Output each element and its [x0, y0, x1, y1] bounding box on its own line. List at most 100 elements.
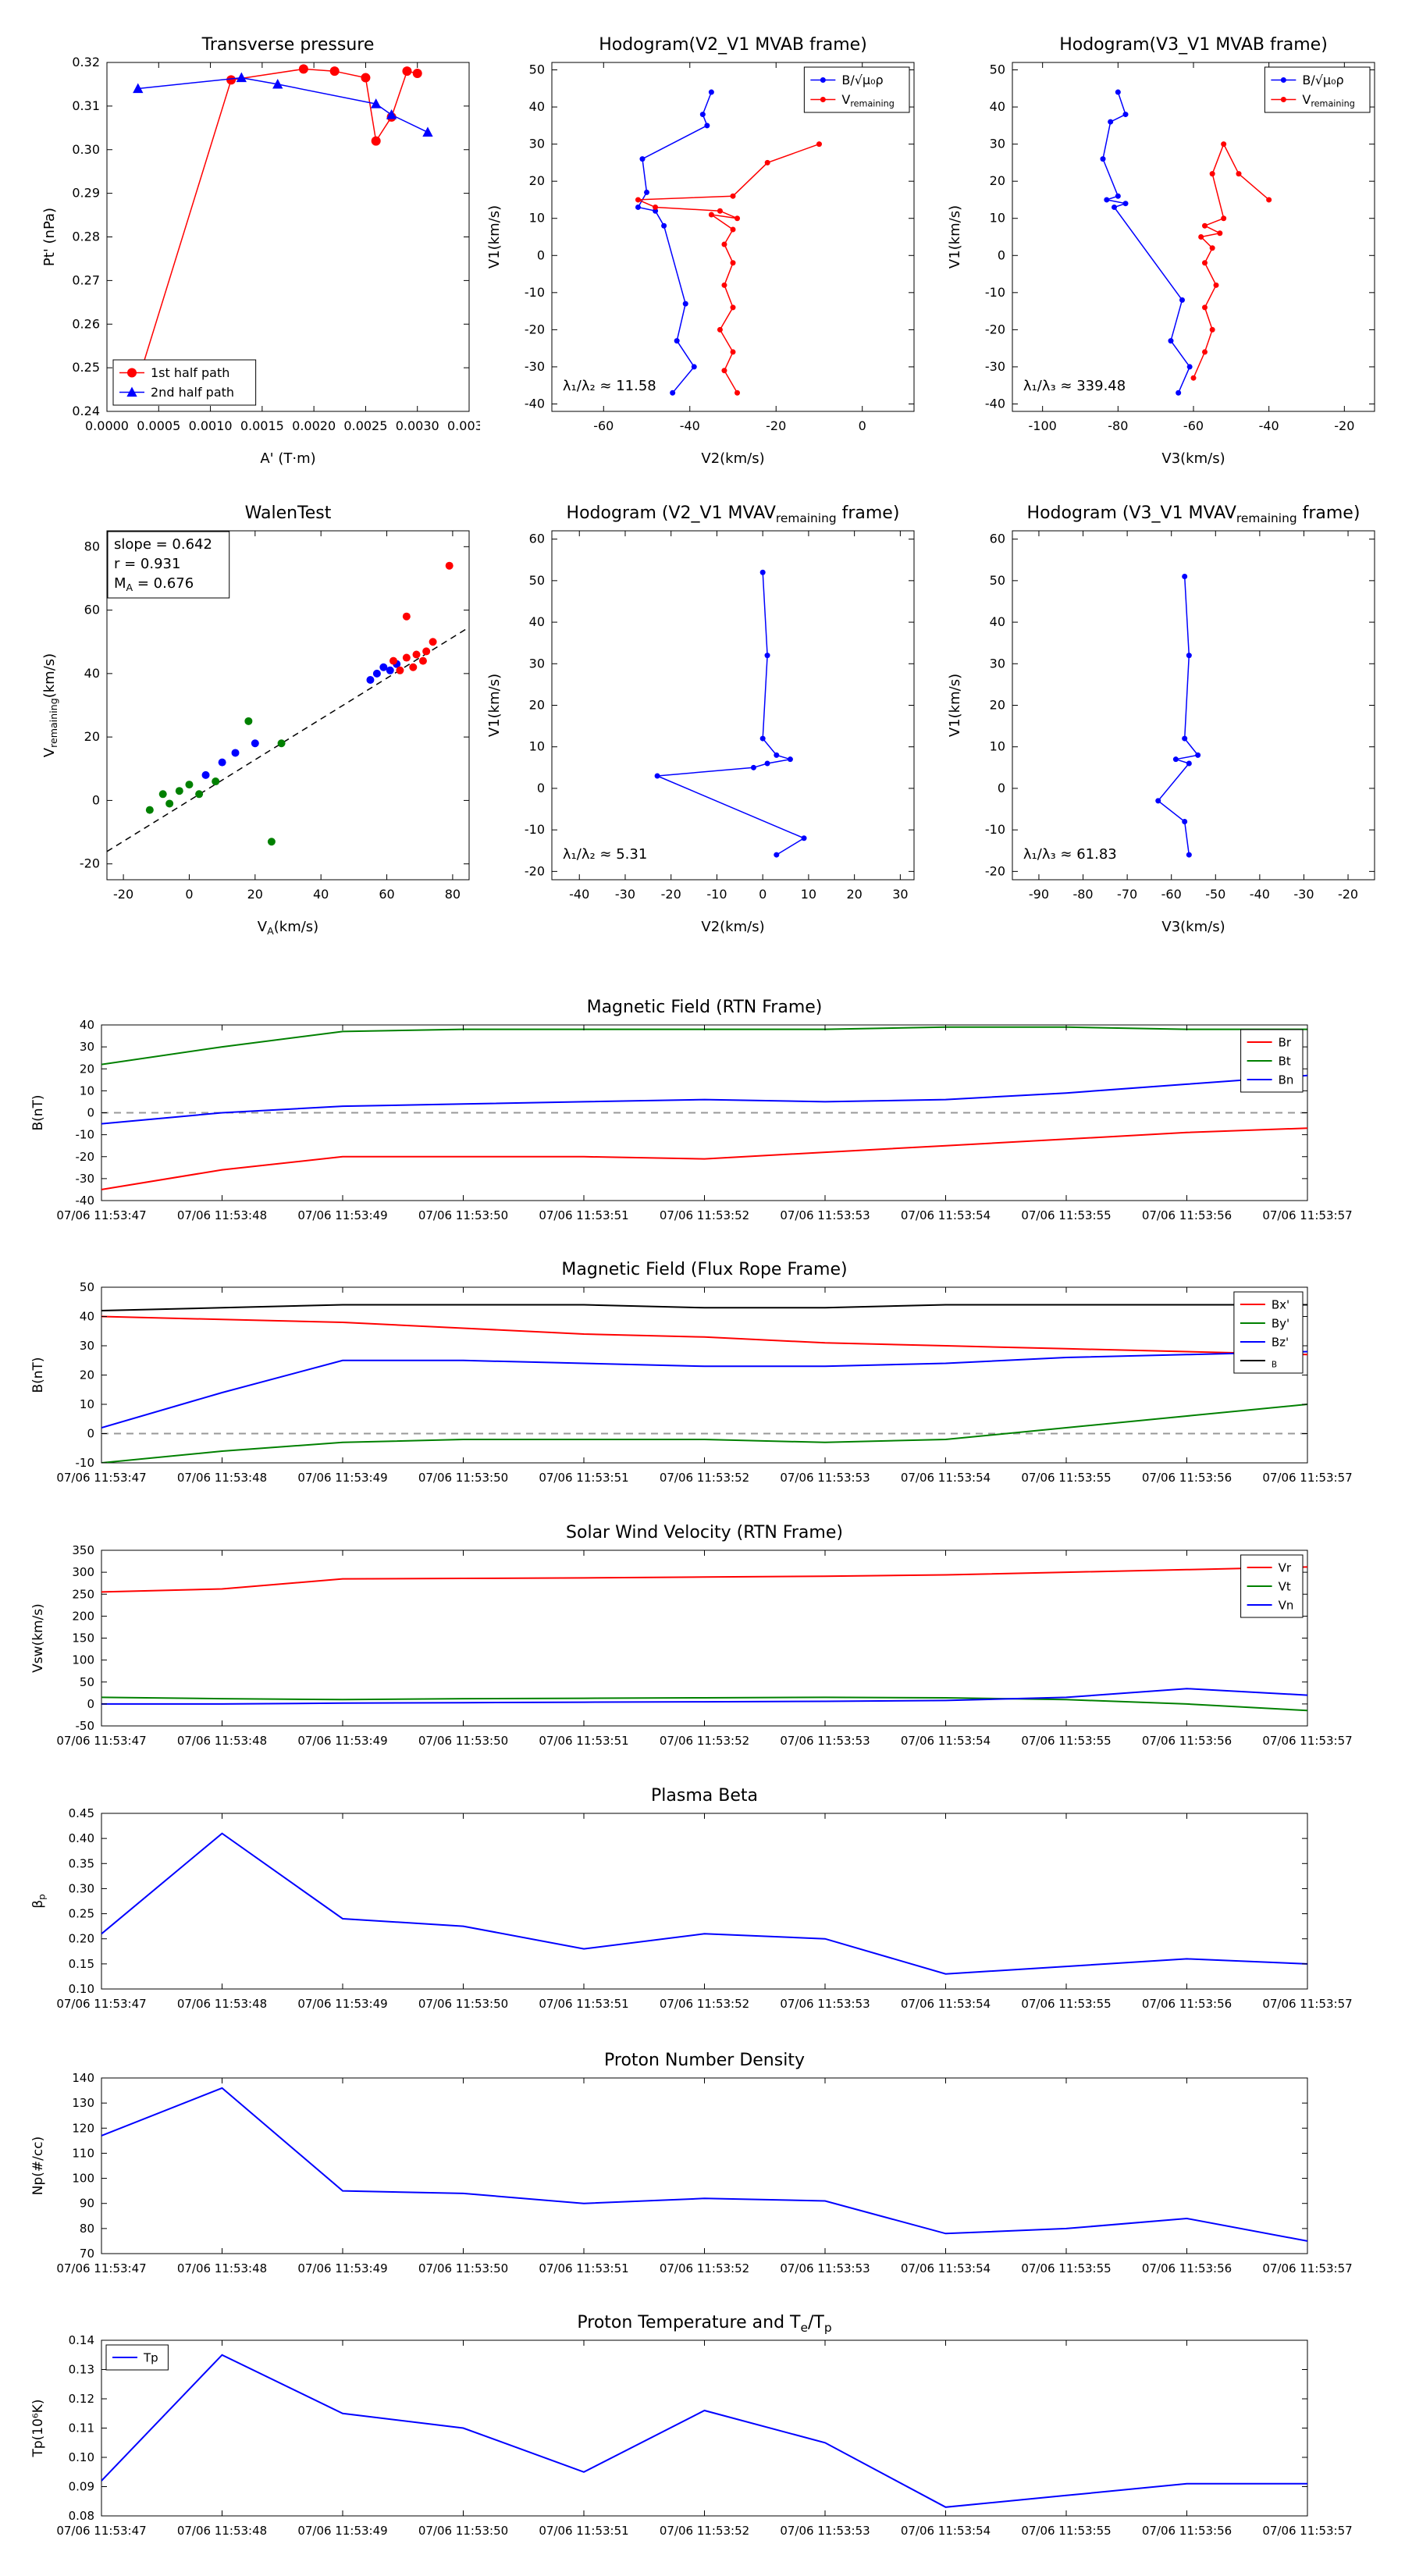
plot-area-p6 — [1155, 574, 1201, 858]
svg-text:07/06 11:53:52: 07/06 11:53:52 — [660, 1471, 749, 1485]
svg-text:-40: -40 — [985, 396, 1005, 411]
svg-text:07/06 11:53:53: 07/06 11:53:53 — [780, 1734, 870, 1748]
svg-text:Plasma Beta: Plasma Beta — [651, 1786, 758, 1806]
svg-text:-20: -20 — [766, 418, 786, 433]
panel-transverse-pressure: 0.0000 0.0005 0.0010 0.0015 0.0020 0.0025 0.00… — [35, 20, 491, 475]
svg-text:0.13: 0.13 — [69, 2363, 94, 2377]
legend-p1: 1st half path 2nd half path — [112, 359, 257, 406]
svg-text:0.32: 0.32 — [72, 55, 100, 69]
svg-text:-10: -10 — [525, 822, 545, 837]
svg-text:Hodogram(V2_V1 MVAB frame): Hodogram(V2_V1 MVAB frame) — [599, 35, 867, 55]
svg-text:10: 10 — [529, 739, 545, 754]
panel-proton-temperature: 07/06 11:53:47 07/06 11:53:48 07/06 11:53:… — [23, 2301, 1358, 2562]
svg-text:-40: -40 — [569, 887, 589, 902]
svg-text:-80: -80 — [1072, 887, 1093, 902]
svg-text:07/06 11:53:47: 07/06 11:53:47 — [56, 2524, 146, 2538]
svg-text:-20: -20 — [985, 322, 1005, 336]
svg-text:60: 60 — [529, 532, 545, 546]
chart-p6: -90 -80 -70 -60 -50 -40 -30 -20 -20 -10 0 10 20 30 40 5… — [947, 503, 1375, 935]
svg-text:0.28: 0.28 — [72, 229, 100, 244]
svg-text:-10: -10 — [525, 285, 545, 300]
svg-text:60: 60 — [990, 532, 1005, 546]
svg-text:-10: -10 — [76, 1456, 95, 1470]
svg-text:Br: Br — [1279, 1035, 1292, 1049]
svg-text:07/06 11:53:50: 07/06 11:53:50 — [418, 1208, 508, 1222]
svg-text:1st half path: 1st half path — [151, 365, 229, 380]
svg-text:0.45: 0.45 — [69, 1806, 94, 1820]
svg-text:50: 50 — [529, 62, 545, 77]
svg-text:50: 50 — [80, 1280, 94, 1294]
svg-text:0.40: 0.40 — [69, 1831, 94, 1845]
svg-text:V1(km/s): V1(km/s) — [486, 674, 503, 737]
svg-text:-20: -20 — [76, 1150, 95, 1164]
svg-text:07/06 11:53:55: 07/06 11:53:55 — [1021, 1208, 1111, 1222]
svg-text:Vremaining(km/s): Vremaining(km/s) — [41, 653, 59, 757]
svg-text:07/06 11:53:48: 07/06 11:53:48 — [177, 2524, 267, 2538]
svg-text:-20: -20 — [985, 863, 1005, 878]
svg-text:07/06 11:53:56: 07/06 11:53:56 — [1142, 2524, 1232, 2538]
svg-text:0: 0 — [759, 887, 767, 902]
svg-text:07/06 11:53:53: 07/06 11:53:53 — [780, 1208, 870, 1222]
svg-text:07/06 11:53:54: 07/06 11:53:54 — [901, 1471, 991, 1485]
svg-text:-40: -40 — [680, 418, 700, 433]
panel-proton-density: 07/06 11:53:47 07/06 11:53:48 07/06 11:53:… — [23, 2039, 1358, 2300]
svg-text:30: 30 — [529, 656, 545, 671]
svg-text:0.0010: 0.0010 — [189, 418, 233, 433]
svg-text:0.10: 0.10 — [69, 2450, 94, 2464]
svg-text:40: 40 — [313, 887, 329, 902]
svg-text:Vt: Vt — [1279, 1579, 1291, 1593]
plot-area-p4 — [107, 561, 469, 852]
svg-text:Magnetic Field (RTN Frame): Magnetic Field (RTN Frame) — [587, 998, 823, 1017]
svg-text:MA = 0.676: MA = 0.676 — [114, 575, 194, 593]
svg-text:Vr: Vr — [1279, 1560, 1292, 1574]
svg-text:-20: -20 — [525, 322, 545, 336]
svg-text:40: 40 — [529, 99, 545, 114]
svg-text:-100: -100 — [1029, 418, 1057, 433]
svg-text:0.25: 0.25 — [69, 1907, 94, 1921]
svg-text:Magnetic Field (Flux Rope Fram: Magnetic Field (Flux Rope Frame) — [561, 1260, 847, 1279]
svg-text:Np(#/cc): Np(#/cc) — [30, 2137, 46, 2195]
svg-text:V1(km/s): V1(km/s) — [947, 205, 963, 269]
svg-text:07/06 11:53:55: 07/06 11:53:55 — [1021, 1734, 1111, 1748]
svg-text:20: 20 — [846, 887, 862, 902]
panel-hodogram-v2v1-mvav: -40 -30 -20 -10 0 10 20 30 -20 -10 0 10 20 30 40 50 60 Ho… — [480, 488, 925, 944]
svg-text:20: 20 — [80, 1062, 94, 1076]
svg-text:-20: -20 — [80, 856, 100, 871]
svg-text:07/06 11:53:52: 07/06 11:53:52 — [660, 1997, 749, 2011]
svg-text:0.0000: 0.0000 — [85, 418, 129, 433]
svg-text:07/06 11:53:52: 07/06 11:53:52 — [660, 1208, 749, 1222]
svg-text:V3(km/s): V3(km/s) — [1161, 450, 1225, 467]
svg-text:0.0030: 0.0030 — [396, 418, 439, 433]
svg-text:60: 60 — [84, 603, 100, 617]
svg-text:slope = 0.642: slope = 0.642 — [114, 536, 212, 553]
svg-text:20: 20 — [529, 173, 545, 188]
svg-text:150: 150 — [72, 1631, 94, 1646]
svg-text:0.30: 0.30 — [72, 142, 100, 157]
svg-text:-10: -10 — [706, 887, 727, 902]
svg-text:70: 70 — [80, 2247, 94, 2261]
svg-text:80: 80 — [445, 887, 461, 902]
panel-hodogram-v2v1-mvab: -60 -40 -20 0 -40 -30 -20 -10 0 10 20 30 40 50 Hodogra… — [480, 20, 925, 475]
svg-text:0.31: 0.31 — [72, 98, 100, 113]
svg-text:-30: -30 — [525, 359, 545, 374]
plot-area-p1 — [133, 64, 433, 386]
legend-p12: Tp — [105, 2344, 169, 2371]
svg-text:V2(km/s): V2(km/s) — [701, 450, 764, 467]
svg-text:-10: -10 — [985, 822, 1005, 837]
svg-text:20: 20 — [84, 729, 100, 744]
svg-text:-20: -20 — [113, 887, 133, 902]
svg-text:r = 0.931: r = 0.931 — [114, 556, 180, 572]
legend-p3: B/√μ₀ρ Vremaining — [1264, 66, 1371, 113]
chart-p9: 07/06 11:53:47 07/06 11:53:48 07/06 11:53:… — [30, 1523, 1353, 1748]
svg-text:-30: -30 — [1293, 887, 1314, 902]
svg-text:07/06 11:53:48: 07/06 11:53:48 — [177, 1734, 267, 1748]
svg-text:07/06 11:53:49: 07/06 11:53:49 — [297, 1734, 387, 1748]
svg-text:50: 50 — [990, 573, 1005, 588]
svg-text:0.25: 0.25 — [72, 360, 100, 375]
svg-text:B/√μ₀ρ: B/√μ₀ρ — [1302, 73, 1343, 87]
svg-text:07/06 11:53:57: 07/06 11:53:57 — [1262, 1208, 1352, 1222]
svg-text:250: 250 — [72, 1587, 94, 1601]
svg-text:07/06 11:53:51: 07/06 11:53:51 — [539, 1208, 628, 1222]
svg-text:07/06 11:53:48: 07/06 11:53:48 — [177, 2261, 267, 2275]
